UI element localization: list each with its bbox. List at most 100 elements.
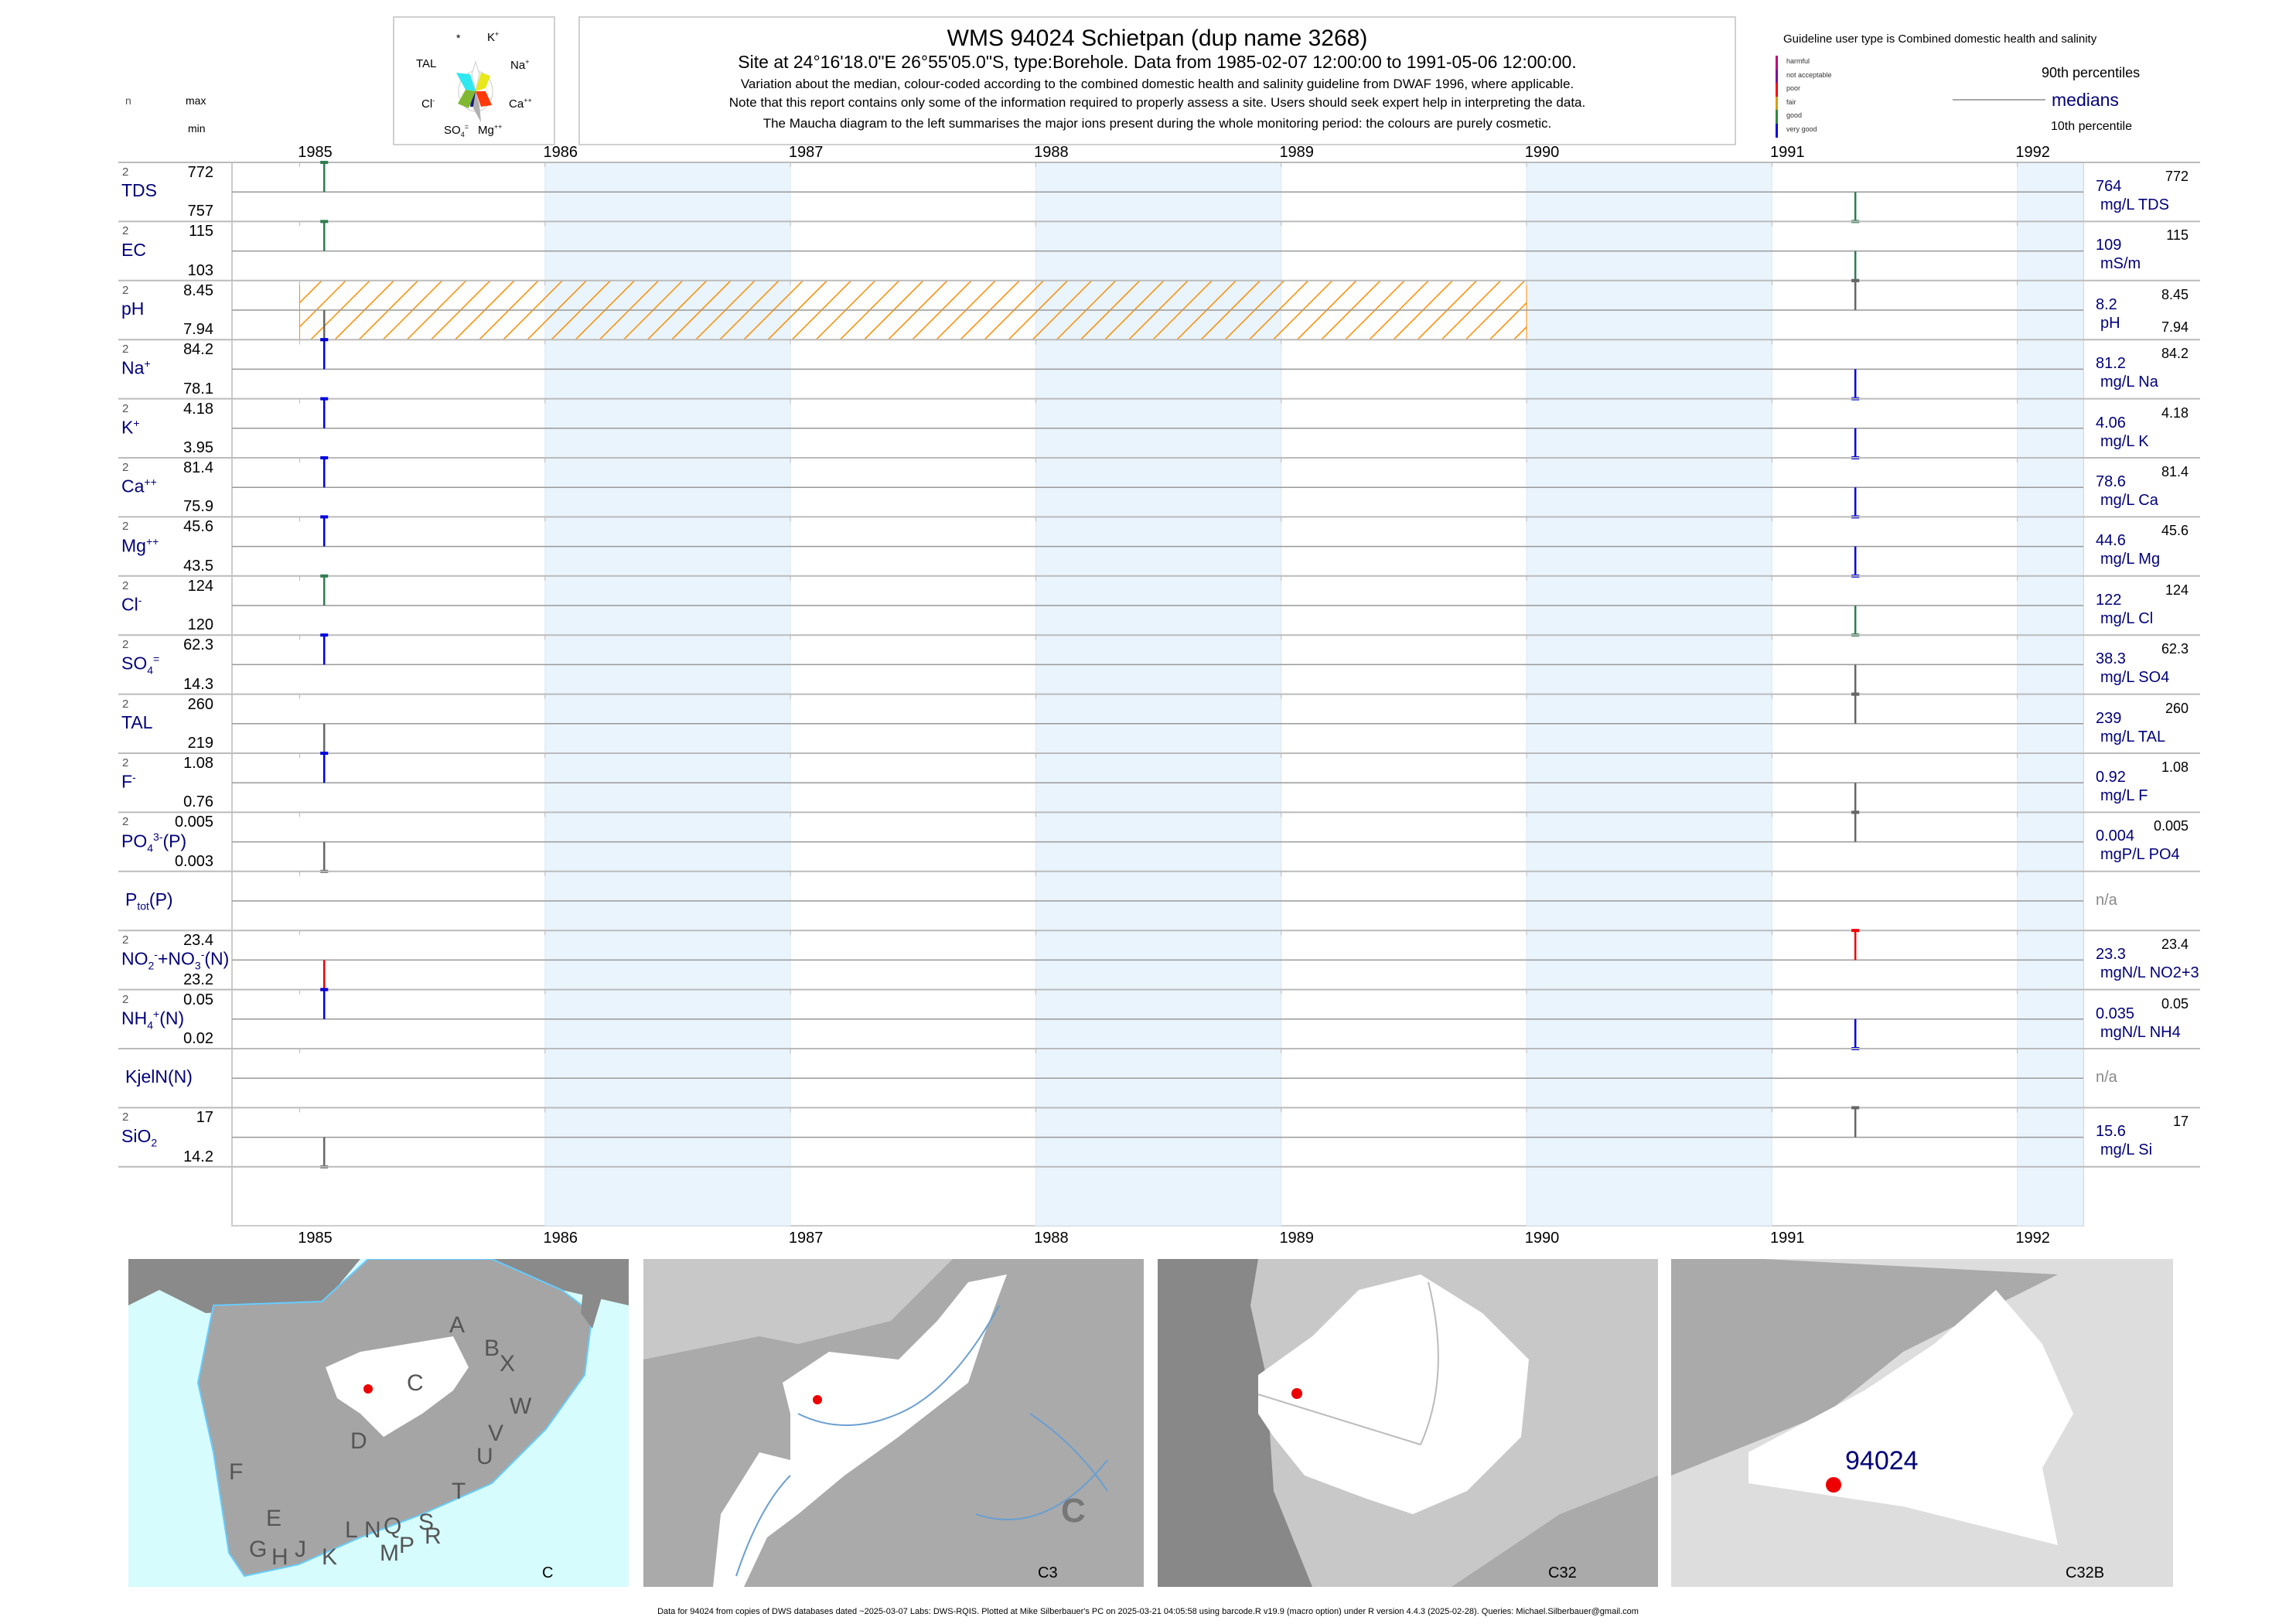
parameter-name: SO4= — [121, 653, 160, 677]
maucha-label-na: Na+ — [510, 58, 530, 72]
parameter-name: Mg++ — [121, 534, 159, 556]
year-label-bottom: 1992 — [2015, 1230, 2050, 1247]
year-label-top: 1988 — [1034, 144, 1069, 161]
year-label-top: 1991 — [1770, 144, 1805, 161]
sample-point — [320, 397, 329, 401]
median-value: 0.035 — [2096, 1005, 2135, 1022]
year-label-bottom: 1990 — [1524, 1230, 1560, 1247]
sample-count: 2 — [122, 815, 129, 829]
row-max: 8.45 — [183, 281, 213, 299]
sample-count: 2 — [122, 283, 129, 297]
median-value: 122 — [2096, 591, 2122, 609]
row-max: 4.18 — [183, 400, 213, 418]
maucha-label-ca: Ca++ — [509, 97, 532, 111]
row-max: 17 — [196, 1109, 213, 1127]
legend-color-bar — [1776, 96, 1778, 111]
right-max: 115 — [2166, 227, 2189, 244]
parameter-name: pH — [121, 299, 145, 319]
median-value: 15.6 — [2096, 1123, 2126, 1141]
legend-10th: 10th percentile — [2051, 120, 2132, 133]
right-max: 4.18 — [2161, 404, 2189, 421]
row-min: 75.9 — [183, 498, 213, 516]
median-not-available: n/a — [2096, 1069, 2117, 1087]
region-letter: L — [345, 1517, 358, 1543]
row-max: 124 — [187, 577, 213, 595]
right-max: 45.6 — [2161, 523, 2189, 539]
parameter-name: Ptot(P) — [125, 889, 173, 913]
year-label-top: 1989 — [1279, 144, 1314, 161]
region-letter: T — [452, 1479, 466, 1504]
parameter-name: PO43-(P) — [121, 830, 187, 854]
unit-label: mg/L TAL — [2100, 728, 2166, 745]
region-letter: J — [295, 1537, 306, 1562]
unit-label: mg/L K — [2100, 432, 2149, 450]
region-letter: H — [271, 1544, 288, 1570]
sample-count: 2 — [122, 461, 129, 474]
row-min: 14.2 — [183, 1148, 213, 1165]
parameter-name: EC — [121, 239, 146, 260]
map2-region-letter: C — [1061, 1492, 1086, 1530]
legend-medians: medians — [2052, 90, 2119, 110]
median-not-available: n/a — [2096, 892, 2117, 909]
unit-label: mg/L Ca — [2100, 492, 2158, 509]
parameter-name: F- — [121, 771, 136, 792]
region-letter: S — [418, 1510, 434, 1535]
unit-label: mS/m — [2100, 255, 2141, 273]
sample-count: 2 — [122, 638, 129, 652]
median-value: 109 — [2096, 237, 2122, 254]
sample-point — [1851, 810, 1860, 814]
region-letter: Q — [384, 1513, 401, 1539]
maucha-label-cl: Cl- — [421, 97, 435, 111]
right-max: 1.08 — [2161, 759, 2189, 775]
region-letter: W — [510, 1394, 532, 1419]
year-label-bottom: 1985 — [298, 1230, 333, 1247]
maucha-label-star: * — [456, 32, 461, 44]
map-catchment-c32: C32 — [1158, 1259, 1658, 1587]
sample-count: 2 — [122, 756, 129, 769]
row-max: 115 — [189, 223, 213, 241]
sample-point — [320, 338, 329, 342]
row-min: 43.5 — [183, 557, 213, 575]
unit-label: mgN/L NO2+3 — [2100, 964, 2199, 982]
row-max: 45.6 — [183, 518, 213, 536]
row-max: 81.4 — [183, 459, 213, 476]
sample-point — [320, 456, 329, 459]
sample-point — [1851, 278, 1860, 282]
region-letter: B — [484, 1336, 500, 1361]
region-letter: C — [407, 1370, 424, 1396]
row-max: 772 — [187, 164, 213, 181]
parameter-name: KjelN(N) — [125, 1066, 193, 1087]
right-max: 81.4 — [2161, 464, 2189, 479]
row-max: 0.005 — [174, 814, 213, 831]
median-value: 23.3 — [2096, 946, 2126, 964]
row-min: 7.94 — [183, 321, 213, 339]
sample-point — [320, 220, 329, 223]
median-value: 8.2 — [2096, 295, 2117, 313]
region-letter: R — [425, 1523, 442, 1549]
median-value: 0.004 — [2096, 827, 2135, 845]
parameter-name: SiO2 — [121, 1125, 158, 1149]
unit-label: mg/L Si — [2100, 1141, 2153, 1159]
sample-point — [320, 515, 329, 519]
parameter-name: NO2-+NO3-(N) — [121, 948, 230, 972]
right-max: 124 — [2165, 582, 2189, 598]
median-value: 764 — [2096, 178, 2122, 195]
sample-point — [320, 988, 329, 991]
right-min: 7.94 — [2161, 319, 2189, 336]
map-catchment-c32b: 94024 C32B — [1671, 1259, 2173, 1587]
note-disclaimer: Note that this report contains only some… — [728, 95, 1586, 110]
parameter-name: NH4+(N) — [121, 1007, 185, 1032]
row-min: 0.76 — [183, 793, 213, 811]
year-label-top: 1986 — [543, 144, 578, 161]
row-min: 0.003 — [174, 852, 213, 870]
median-value: 239 — [2096, 709, 2122, 727]
parameter-name: TAL — [121, 711, 153, 732]
year-label-bottom: 1989 — [1279, 1230, 1314, 1247]
right-max: 62.3 — [2161, 641, 2189, 657]
right-max: 0.005 — [2153, 818, 2189, 834]
sample-point — [320, 574, 329, 578]
sample-point — [1851, 692, 1860, 696]
right-max: 17 — [2172, 1114, 2189, 1130]
legend-item: harmful — [1786, 57, 1810, 65]
